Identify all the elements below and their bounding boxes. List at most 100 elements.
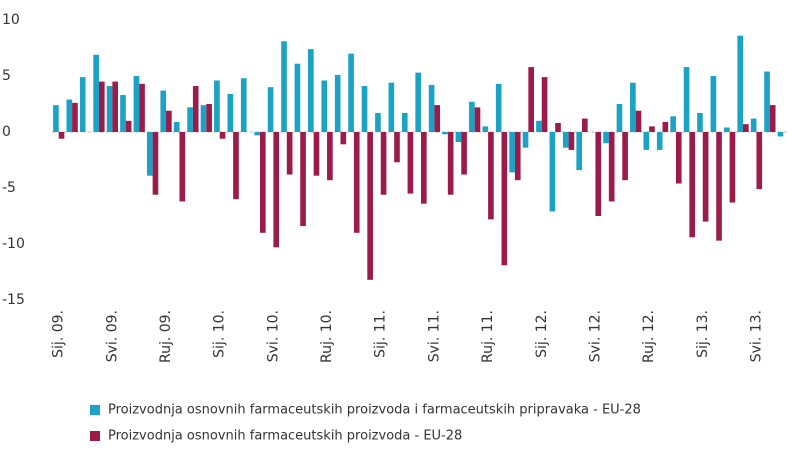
x-tick-label: Svi. 13. [748,310,764,362]
bar [227,93,234,132]
bar [380,132,387,195]
bar [214,80,220,132]
bar [259,132,266,233]
bar [340,132,347,145]
bar [622,132,628,181]
bar [595,132,602,216]
x-tick-label: Sij. 09. [51,310,67,358]
bar [750,118,757,132]
bar [254,132,260,136]
bar [670,116,676,132]
x-tick-label: Sij. 12. [534,310,550,358]
bar [495,83,502,132]
bar [777,132,784,137]
bar [166,110,172,132]
bar [675,132,682,184]
bar [353,132,360,233]
x-tick-label: Sij. 13. [695,310,711,358]
y-tick-label: 0 [2,124,11,140]
bar [294,63,301,132]
bar [173,121,180,132]
bar [58,132,65,139]
x-tick-label: Sij. 10. [212,310,228,358]
bar [152,132,159,195]
bar [608,132,615,202]
bar [72,102,78,132]
bar [179,132,186,202]
bar [415,72,421,132]
bar [367,132,373,280]
bar [710,76,717,132]
bar [442,132,448,135]
y-tick-label: -10 [2,236,25,252]
bar [187,107,193,132]
legend-swatch [90,405,100,415]
bar [461,132,467,175]
bar [428,84,435,132]
bar [98,81,105,132]
legend-label: Proizvodnja osnovnih farmaceutskih proiz… [108,403,641,418]
legend-swatch [90,431,100,441]
bar [697,112,703,132]
bar [603,132,609,144]
y-tick-label: -5 [2,180,16,196]
bar [702,132,709,222]
bar [447,132,454,195]
bar [361,86,368,132]
y-tick-label: -15 [2,292,25,308]
bar [630,82,636,132]
legend-label: Proizvodnja osnovnih farmaceutskih proiz… [108,429,462,444]
bar [421,132,427,204]
bar [308,49,314,133]
x-tick-label: Sij. 11. [373,310,389,358]
bar [240,78,247,132]
bar [769,105,776,132]
bar [313,132,320,176]
bar [434,105,441,132]
bar [53,105,59,132]
bar [401,112,408,132]
bar [723,127,730,132]
bar [635,110,642,132]
bar [348,53,354,132]
bar [125,120,132,132]
bar [273,132,280,248]
bar [643,132,650,150]
bar [200,105,207,132]
bar [514,132,521,181]
bar [662,121,669,132]
bar [649,126,655,132]
bar [689,132,695,238]
x-tick-label: Ruj. 12. [641,310,657,363]
bar [375,112,381,132]
bar [568,132,575,150]
bar [206,104,212,132]
bar [233,132,239,200]
bar [388,82,395,132]
bar [549,132,556,212]
x-tick-label: Ruj. 10. [319,310,335,363]
y-tick-label: 5 [2,68,11,84]
bar [321,80,328,132]
bar [743,124,749,132]
bar [66,99,73,132]
bar [528,67,534,132]
bar [219,132,226,139]
bar [267,87,274,132]
bar [683,67,690,132]
bar [133,76,140,132]
bar [729,132,736,203]
bar [120,95,126,132]
bar [300,132,306,227]
bar [139,83,145,132]
bar [407,132,414,194]
bar [160,90,167,132]
y-tick-label: 10 [2,12,20,28]
bar [281,41,287,132]
bar [394,132,400,163]
bar [562,132,569,148]
bar [469,101,475,132]
bar [93,54,99,132]
x-tick-label: Svi. 09. [104,310,120,362]
